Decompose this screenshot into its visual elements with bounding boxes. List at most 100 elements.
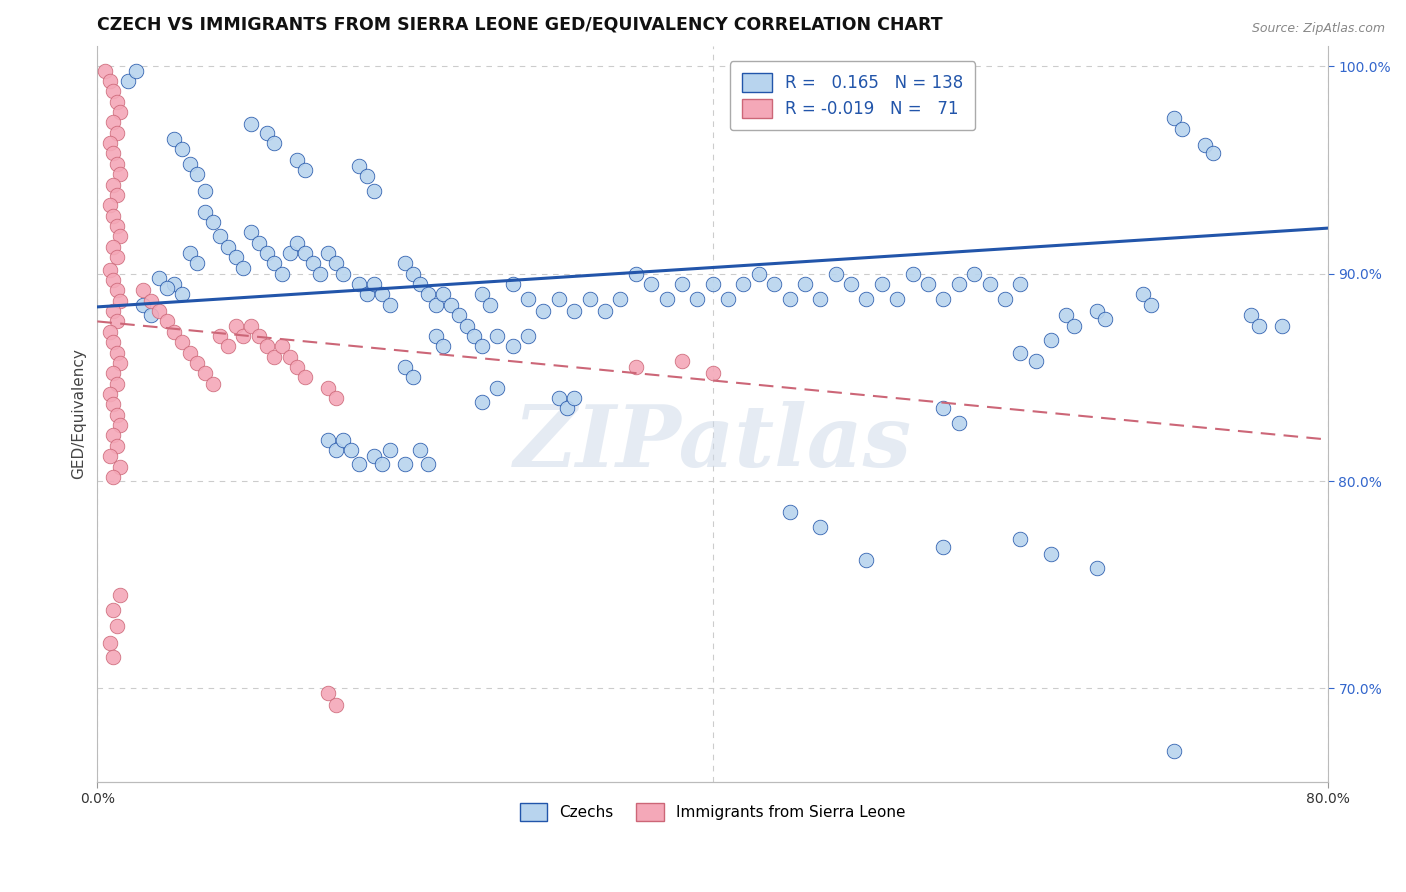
Point xyxy=(1056,308,1078,322)
Point xyxy=(486,381,509,395)
Text: Source: ZipAtlas.com: Source: ZipAtlas.com xyxy=(1251,22,1385,36)
Point xyxy=(132,283,155,297)
Point xyxy=(98,136,121,150)
Text: CZECH VS IMMIGRANTS FROM SIERRA LEONE GED/EQUIVALENCY CORRELATION CHART: CZECH VS IMMIGRANTS FROM SIERRA LEONE GE… xyxy=(97,15,943,33)
Point xyxy=(232,260,254,275)
Point xyxy=(1194,138,1216,153)
Point xyxy=(101,209,124,223)
Point xyxy=(394,359,416,374)
Point xyxy=(1085,304,1108,318)
Point xyxy=(201,376,224,391)
Point xyxy=(886,292,908,306)
Point xyxy=(186,256,208,270)
Point xyxy=(447,308,470,322)
Point xyxy=(256,339,278,353)
Point xyxy=(1010,345,1032,359)
Point xyxy=(416,287,439,301)
Point xyxy=(578,292,600,306)
Point xyxy=(1040,547,1063,561)
Point xyxy=(194,204,217,219)
Point xyxy=(105,345,128,359)
Point xyxy=(240,225,263,239)
Point xyxy=(824,267,846,281)
Point xyxy=(371,287,394,301)
Point xyxy=(105,188,128,202)
Point xyxy=(170,142,193,156)
Point xyxy=(686,292,709,306)
Point xyxy=(105,376,128,391)
Point xyxy=(1132,287,1154,301)
Point xyxy=(1010,532,1032,546)
Point xyxy=(101,366,124,380)
Point xyxy=(917,277,939,291)
Point xyxy=(278,246,301,260)
Point xyxy=(502,277,524,291)
Point xyxy=(209,329,232,343)
Point xyxy=(671,277,693,291)
Point xyxy=(356,169,378,184)
Point xyxy=(98,325,121,339)
Point xyxy=(717,292,740,306)
Point xyxy=(110,459,132,474)
Point xyxy=(363,184,385,198)
Point xyxy=(110,588,132,602)
Point xyxy=(702,366,724,380)
Point xyxy=(101,470,124,484)
Point xyxy=(110,167,132,181)
Point xyxy=(101,335,124,350)
Point xyxy=(624,267,647,281)
Point xyxy=(186,167,208,181)
Point xyxy=(547,391,569,405)
Point xyxy=(101,84,124,98)
Point xyxy=(347,159,370,173)
Point xyxy=(994,292,1017,306)
Point xyxy=(163,325,186,339)
Point xyxy=(363,449,385,463)
Point xyxy=(371,458,394,472)
Point xyxy=(105,314,128,328)
Point xyxy=(1171,121,1194,136)
Point xyxy=(271,339,294,353)
Point xyxy=(471,287,494,301)
Point xyxy=(155,314,177,328)
Point xyxy=(263,350,285,364)
Point xyxy=(285,359,308,374)
Point xyxy=(932,541,955,555)
Point xyxy=(316,246,339,260)
Point xyxy=(325,256,347,270)
Point xyxy=(294,246,316,260)
Point xyxy=(194,366,217,380)
Point xyxy=(170,335,193,350)
Point xyxy=(963,267,986,281)
Point xyxy=(593,304,616,318)
Point xyxy=(110,293,132,308)
Point xyxy=(555,401,578,416)
Point xyxy=(409,442,432,457)
Point xyxy=(101,304,124,318)
Point xyxy=(432,287,454,301)
Point xyxy=(932,292,955,306)
Point xyxy=(394,256,416,270)
Point xyxy=(779,292,801,306)
Point xyxy=(256,126,278,140)
Point xyxy=(101,397,124,411)
Point xyxy=(101,428,124,442)
Y-axis label: GED/Equivalency: GED/Equivalency xyxy=(72,348,86,479)
Point xyxy=(340,442,363,457)
Point xyxy=(163,277,186,291)
Point xyxy=(486,329,509,343)
Point xyxy=(240,318,263,333)
Point xyxy=(409,277,432,291)
Point xyxy=(347,458,370,472)
Point xyxy=(98,449,121,463)
Point xyxy=(316,685,339,699)
Point xyxy=(155,281,177,295)
Point xyxy=(294,163,316,178)
Point xyxy=(263,256,285,270)
Point xyxy=(471,339,494,353)
Point xyxy=(209,229,232,244)
Point xyxy=(163,132,186,146)
Point xyxy=(316,433,339,447)
Point xyxy=(733,277,755,291)
Point xyxy=(1025,353,1047,368)
